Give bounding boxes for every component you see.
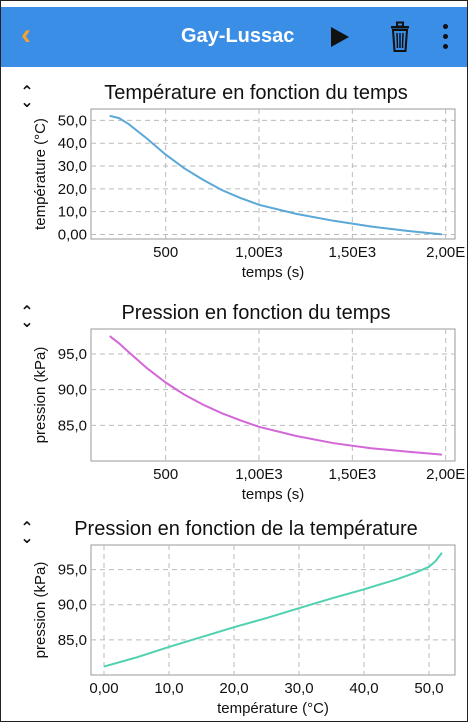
y-tick-label: 0,00 bbox=[58, 226, 87, 243]
x-tick-label: 2,00E bbox=[426, 244, 465, 261]
y-tick-label: 90,0 bbox=[58, 597, 87, 614]
play-icon[interactable] bbox=[331, 27, 349, 47]
x-tick-label: 1,50E3 bbox=[329, 244, 377, 261]
x-tick-label: 40,0 bbox=[349, 680, 378, 697]
series-line bbox=[109, 114, 443, 236]
y-tick-label: 50,0 bbox=[58, 112, 87, 129]
x-tick-label: 10,0 bbox=[154, 680, 183, 697]
x-tick-label: 30,0 bbox=[284, 680, 313, 697]
chart-title: Température en fonction du temps bbox=[104, 82, 408, 104]
top-bar: ‹ Gay-Lussac bbox=[1, 7, 467, 67]
x-tick-label: 2,00E bbox=[426, 466, 465, 483]
chevron-left-icon[interactable]: ‹ bbox=[21, 18, 31, 51]
x-tick-label: 1,00E3 bbox=[235, 466, 283, 483]
y-axis-label: pression (kPa) bbox=[32, 347, 49, 444]
x-tick-label: 1,50E3 bbox=[329, 466, 377, 483]
y-tick-label: 95,0 bbox=[58, 346, 87, 363]
more-vertical-icon[interactable] bbox=[441, 21, 449, 53]
expand-toggle-icon[interactable]: ⌄ bbox=[20, 312, 33, 331]
plot-area bbox=[90, 328, 456, 462]
x-tick-label: 500 bbox=[153, 466, 178, 483]
x-tick-label: 500 bbox=[153, 244, 178, 261]
expand-toggle-icon[interactable]: ⌄ bbox=[20, 92, 33, 111]
expand-toggle-icon[interactable]: ⌄ bbox=[20, 528, 33, 547]
y-tick-label: 20,0 bbox=[58, 181, 87, 198]
series-line bbox=[109, 335, 442, 456]
y-tick-label: 85,0 bbox=[58, 632, 87, 649]
y-tick-label: 10,0 bbox=[58, 204, 87, 221]
y-tick-label: 95,0 bbox=[58, 562, 87, 579]
chart-title: Pression en fonction de la température bbox=[74, 518, 418, 540]
chart-pressure-temperature: ⌃ ⌄ Pression en fonction de la température… bbox=[1, 511, 467, 721]
chart-pressure-time: ⌃ ⌄ Pression en fonction du temps 500 1,00E3… bbox=[1, 291, 467, 509]
trash-icon[interactable] bbox=[389, 21, 411, 53]
y-tick-label: 85,0 bbox=[58, 417, 87, 434]
y-tick-label: 90,0 bbox=[58, 382, 87, 399]
y-axis-label: température (°C) bbox=[32, 118, 49, 230]
y-tick-label: 30,0 bbox=[58, 158, 87, 175]
x-tick-label: 0,00 bbox=[89, 680, 118, 697]
page-title: Gay-Lussac bbox=[181, 25, 295, 47]
y-axis-label: pression (kPa) bbox=[32, 562, 49, 659]
x-tick-label: 1,00E3 bbox=[235, 244, 283, 261]
plot-area bbox=[90, 108, 456, 240]
chart-temperature-time: ⌃ ⌄ Température en fonction du temps 500 1,0… bbox=[1, 71, 467, 289]
collapse-toggle-icon[interactable]: ⌃ bbox=[20, 302, 33, 321]
x-tick-label: 20,0 bbox=[219, 680, 248, 697]
x-axis-label: temps (s) bbox=[242, 486, 305, 503]
x-tick-label: 50,0 bbox=[414, 680, 443, 697]
y-tick-label: 40,0 bbox=[58, 135, 87, 152]
chart-title: Pression en fonction du temps bbox=[121, 302, 390, 324]
status-strip bbox=[1, 1, 467, 7]
x-axis-label: temps (s) bbox=[242, 264, 305, 281]
x-axis-label: température (°C) bbox=[217, 700, 329, 717]
collapse-toggle-icon[interactable]: ⌃ bbox=[20, 518, 33, 537]
collapse-toggle-icon[interactable]: ⌃ bbox=[20, 82, 33, 101]
series-line bbox=[103, 552, 443, 668]
